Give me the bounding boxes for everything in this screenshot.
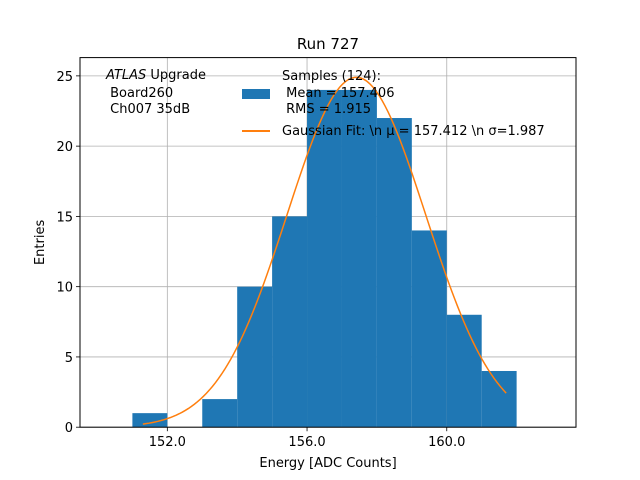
histogram-bars [132,89,517,428]
x-tick-label-1: 156.0 [288,435,325,450]
legend-histogram-line-2: Mean = 157.406 [282,86,394,101]
y-tick-label-2: 10 [56,281,73,296]
y-axis-ticks: 0 5 10 15 20 25 [56,70,80,436]
y-tick-label-4: 20 [56,140,73,155]
legend-histogram-line-3: RMS = 1.915 [282,102,371,117]
histogram-bar-4 [272,216,308,428]
annotation-line-1: ATLAS Upgrade [105,68,206,83]
chart-title: Run 727 [297,35,359,53]
histogram-bar-10 [481,370,517,428]
annotation-channel: Ch007 35dB [106,102,190,117]
histogram-bar-0 [132,413,168,428]
y-axis-label: Entries [33,220,48,266]
histogram-bar-6 [341,89,377,428]
y-tick-label-3: 15 [56,210,73,225]
x-axis-label: Energy [ADC Counts] [259,456,396,471]
x-tick-label-0: 152.0 [149,435,186,450]
legend-fit-label: Gaussian Fit: \n μ = 157.412 \n σ=1.987 [282,124,545,139]
histogram-bar-7 [376,118,412,428]
y-tick-label-5: 25 [56,70,73,85]
histogram-bar-3 [237,286,273,428]
histogram-bar-8 [411,230,447,428]
gaussian-fit-curve [142,76,507,425]
legend-histogram-swatch [242,89,270,99]
legend: Samples (124): Mean = 157.406 RMS = 1.91… [242,69,545,139]
annotation-board: Board260 [106,86,173,101]
legend-histogram-line-1: Samples (124): [282,69,381,84]
x-axis-ticks: 152.0 156.0 160.0 [149,427,465,450]
y-tick-label-0: 0 [65,421,73,436]
y-tick-label-1: 5 [65,351,73,366]
histogram-bar-2 [202,399,238,428]
x-tick-label-2: 160.0 [428,435,465,450]
histogram-bar-9 [446,314,482,428]
plot-frame [79,57,577,428]
atlas-annotation: ATLAS Upgrade Board260 Ch007 35dB [105,68,206,117]
histogram-bar-5 [307,89,342,428]
annotation-atlas: ATLAS [105,68,146,83]
annotation-upgrade: Upgrade [146,68,206,83]
